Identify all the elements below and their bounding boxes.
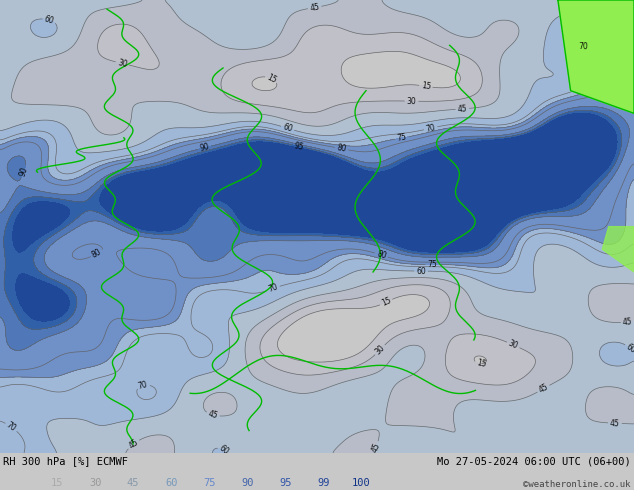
- Text: 30: 30: [117, 58, 128, 69]
- Text: 45: 45: [457, 104, 468, 114]
- Text: Mo 27-05-2024 06:00 UTC (06+00): Mo 27-05-2024 06:00 UTC (06+00): [437, 456, 631, 466]
- Polygon shape: [558, 0, 634, 113]
- Text: 60: 60: [416, 267, 426, 275]
- Text: 30: 30: [507, 339, 519, 351]
- Text: 15: 15: [380, 296, 392, 308]
- Text: 45: 45: [309, 2, 320, 13]
- Text: 75: 75: [203, 478, 216, 489]
- Text: 15: 15: [476, 358, 487, 369]
- Text: 15: 15: [51, 478, 63, 489]
- Text: 60: 60: [43, 14, 55, 25]
- Text: 99: 99: [317, 478, 330, 489]
- Text: RH 300 hPa [%] ECMWF: RH 300 hPa [%] ECMWF: [3, 456, 128, 466]
- Text: 95: 95: [279, 478, 292, 489]
- Text: 60: 60: [624, 343, 634, 355]
- Text: 70: 70: [267, 283, 280, 294]
- Text: 45: 45: [207, 410, 219, 420]
- Text: 70: 70: [137, 380, 149, 391]
- Text: 45: 45: [610, 418, 620, 428]
- Polygon shape: [602, 226, 634, 272]
- Text: 75: 75: [396, 133, 408, 143]
- Text: 90: 90: [18, 166, 30, 177]
- Text: 80: 80: [91, 247, 103, 260]
- Text: 90: 90: [241, 478, 254, 489]
- Text: 70: 70: [4, 420, 18, 434]
- Text: 15: 15: [420, 81, 431, 92]
- Text: 80: 80: [375, 249, 387, 261]
- Text: ©weatheronline.co.uk: ©weatheronline.co.uk: [523, 480, 631, 489]
- Text: 45: 45: [537, 382, 550, 395]
- Text: 45: 45: [370, 441, 382, 454]
- Text: 80: 80: [336, 144, 347, 154]
- Text: 45: 45: [127, 478, 139, 489]
- Text: 90: 90: [199, 142, 210, 153]
- Text: 60: 60: [281, 122, 294, 134]
- Text: 75: 75: [427, 260, 437, 269]
- Text: 70: 70: [425, 123, 436, 134]
- Text: 60: 60: [217, 444, 231, 457]
- Text: 30: 30: [373, 343, 387, 357]
- Text: 45: 45: [127, 438, 140, 451]
- Text: 70: 70: [578, 42, 588, 51]
- Text: 100: 100: [352, 478, 371, 489]
- Text: 95: 95: [293, 141, 304, 152]
- Text: 30: 30: [406, 97, 417, 106]
- Text: 45: 45: [623, 317, 633, 327]
- Text: 60: 60: [165, 478, 178, 489]
- Text: 15: 15: [266, 72, 278, 85]
- Text: 30: 30: [89, 478, 101, 489]
